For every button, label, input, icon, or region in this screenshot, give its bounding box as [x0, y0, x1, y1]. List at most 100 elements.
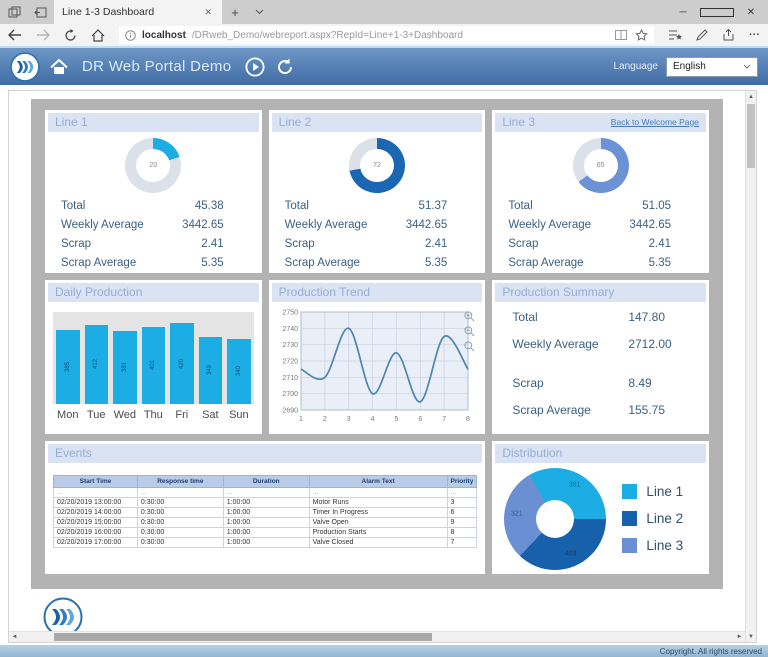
panel-title: Production Trend: [278, 285, 371, 299]
horizontal-scroll-thumb[interactable]: [54, 633, 432, 641]
gauge-value: 65: [596, 162, 605, 169]
site-info-icon[interactable]: [125, 29, 136, 41]
table-cell: Valve Open: [308, 517, 448, 528]
line2-stats: Total 51.37 Weekly Average 3442.65 Scrap 2.41…: [269, 197, 486, 273]
x-axis-label: Fri: [175, 409, 189, 421]
dashboard-grid: Line 1 20 Total 45.38 Weekly Average 3442.6…: [31, 99, 723, 589]
svg-text:2690: 2690: [282, 408, 298, 415]
tab-title: Line 1-3 Dashboard: [62, 6, 155, 18]
svg-text:2: 2: [323, 416, 327, 423]
scroll-right-icon[interactable]: ►: [736, 634, 743, 640]
portal-logo: [10, 51, 40, 82]
legend-swatch: [622, 511, 638, 526]
bar: 412: [84, 324, 109, 404]
browser-tab[interactable]: Line 1-3 Dashboard ✕: [54, 0, 222, 24]
daily-production-panel: Daily Production 385 412 381 401 420 349 340 M…: [45, 280, 262, 434]
table-cell: 0:30:00: [136, 527, 224, 538]
back-icon[interactable]: [8, 29, 22, 41]
horizontal-scrollbar[interactable]: ◄ ►: [9, 631, 745, 642]
stat-row: Weekly Average 3442.65: [508, 219, 671, 231]
zoom-in-icon[interactable]: [464, 311, 475, 322]
window-close-button[interactable]: ✕: [746, 6, 756, 18]
favorite-star-icon[interactable]: [635, 29, 648, 41]
window-minimize-button[interactable]: ─: [679, 6, 687, 18]
bar: 381: [113, 330, 137, 404]
bar: 401: [141, 326, 166, 404]
filter-cell[interactable]: ...: [136, 487, 224, 498]
portal-home-icon[interactable]: [50, 58, 68, 75]
copyright-text: Copyright. All rights reserved: [659, 646, 762, 656]
tab-close-icon[interactable]: ✕: [204, 6, 212, 17]
filter-cell[interactable]: ...: [222, 487, 310, 498]
table-row[interactable]: 02/20/2019 15:00:00 0:30:00 1:00:00 Valve O…: [53, 517, 478, 528]
x-axis-label: Mon: [57, 409, 79, 421]
url-bar[interactable]: localhost/DRweb_Demo/webreport.aspx?RepI…: [119, 26, 654, 44]
legend-swatch: [622, 484, 638, 499]
legend-swatch: [622, 538, 638, 553]
filter-cell[interactable]: ...: [446, 487, 478, 498]
svg-text:5: 5: [394, 416, 398, 423]
column-header[interactable]: Alarm Text: [308, 475, 448, 488]
refresh-icon[interactable]: [64, 28, 77, 42]
svg-text:2750: 2750: [282, 310, 298, 317]
zoom-reset-icon[interactable]: [464, 341, 475, 352]
bar: 385: [56, 329, 80, 404]
maximize-icon: [700, 7, 734, 17]
zoom-out-icon[interactable]: [464, 326, 475, 337]
forward-icon[interactable]: [36, 29, 50, 41]
back-to-welcome-link[interactable]: Back to Welcome Page: [610, 117, 699, 127]
table-row[interactable]: 02/20/2019 14:00:00 0:30:00 1:00:00 Timer I…: [53, 507, 478, 518]
language-select[interactable]: English: [666, 56, 758, 77]
table-cell: 0:30:00: [136, 507, 224, 518]
panel-title: Events: [55, 446, 92, 460]
play-button-icon[interactable]: [245, 56, 265, 77]
x-axis-label: Wed: [113, 409, 136, 421]
set-tabs-aside-icon[interactable]: [32, 4, 48, 20]
tab-preview-icon[interactable]: [6, 4, 22, 20]
window-maximize-button[interactable]: [700, 0, 734, 24]
panel-title: Line 3: [502, 115, 536, 129]
filter-cell[interactable]: ...: [308, 487, 448, 498]
column-header[interactable]: Start Time: [53, 475, 138, 488]
vertical-scrollbar[interactable]: ▲ ▼: [745, 91, 756, 642]
stat-row: Total 51.05: [508, 200, 671, 212]
x-axis-label: Thu: [143, 409, 163, 421]
table-row[interactable]: 02/20/2019 17:00:00 0:30:00 1:00:00 Valve C…: [53, 537, 478, 548]
svg-text:7: 7: [442, 416, 446, 423]
share-icon[interactable]: [722, 29, 735, 41]
table-cell: 1:00:00: [222, 517, 310, 528]
home-icon[interactable]: [91, 28, 105, 42]
portal-refresh-icon[interactable]: [275, 57, 295, 77]
x-axis-label: Sun: [229, 409, 249, 421]
production-summary-stats: Total 147.80 Weekly Average 2712.00 Scrap 8.4…: [492, 302, 709, 422]
language-value: English: [673, 61, 706, 72]
column-header[interactable]: Priority: [446, 475, 478, 488]
column-header[interactable]: Duration: [222, 475, 310, 488]
distribution-panel: Distribution 361 403 321 Line 1 Line 2 Line …: [492, 441, 709, 574]
slice-value-label: 361: [568, 481, 581, 489]
language-label: Language: [613, 61, 659, 72]
hub-favorites-icon[interactable]: [668, 29, 682, 41]
reading-view-icon[interactable]: [615, 30, 627, 40]
tab-list-chevron-icon[interactable]: [248, 0, 270, 24]
vertical-scroll-thumb[interactable]: [747, 104, 755, 168]
column-header[interactable]: Response time: [136, 475, 224, 488]
svg-text:6: 6: [418, 416, 422, 423]
portal-header: DR Web Portal Demo Language English: [0, 48, 768, 85]
panel-title: Distribution: [502, 446, 563, 460]
filter-cell[interactable]: ...: [53, 487, 138, 498]
new-tab-button[interactable]: +: [231, 4, 239, 20]
scroll-down-icon[interactable]: ▼: [748, 633, 754, 640]
more-options-icon[interactable]: ···: [749, 29, 760, 41]
table-row[interactable]: 02/20/2019 16:00:00 0:30:00 1:00:00 Product…: [53, 527, 478, 538]
scroll-up-icon[interactable]: ▲: [748, 93, 754, 100]
panel-title: Line 2: [278, 115, 312, 129]
x-axis-label: Tue: [87, 409, 106, 421]
web-note-pen-icon[interactable]: [696, 29, 708, 41]
scroll-left-icon[interactable]: ◄: [11, 634, 18, 640]
production-summary-panel: Production Summary Total 147.80 Weekly Ave…: [492, 280, 709, 434]
table-row[interactable]: 02/20/2019 13:00:00 0:30:00 1:00:00 Motor R…: [53, 497, 478, 508]
table-cell: 3: [446, 497, 478, 508]
svg-text:8: 8: [466, 416, 470, 423]
